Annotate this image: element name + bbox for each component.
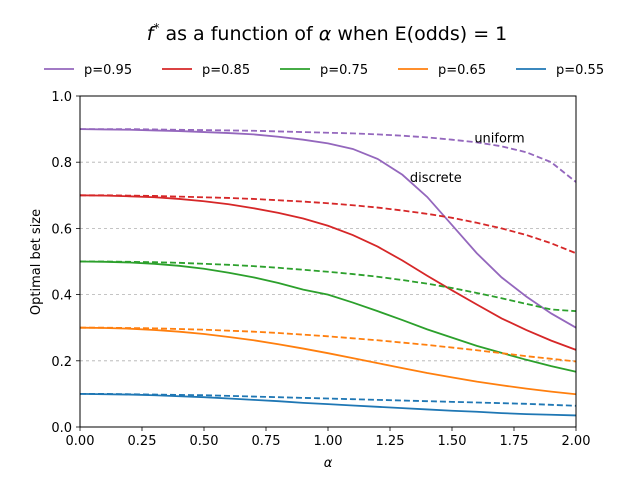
x-tick-label: 0.50 [190, 434, 219, 449]
title-f-superscript: * [153, 21, 159, 35]
series-line-discrete-p-0-65 [79, 326, 577, 396]
title-f-symbol: f [147, 23, 157, 45]
legend-item-p-0-95: p=0.95 [44, 63, 132, 78]
x-tick-label: 1.75 [500, 434, 529, 449]
y-tick-label: 0.6 [51, 222, 72, 237]
series-line-discrete-p-0-55 [79, 393, 577, 417]
annotation-discrete: discrete [410, 171, 462, 186]
x-tick-label: 1.25 [376, 434, 405, 449]
x-tick-label: 0.25 [128, 434, 157, 449]
legend-item-p-0-65: p=0.65 [398, 63, 486, 78]
series-line-uniform-p-0-85 [80, 194, 577, 255]
series-lines [79, 128, 577, 417]
y-tick-label: 0.8 [51, 156, 72, 171]
series-line-uniform-p-0-75 [80, 260, 577, 313]
series-line-discrete-p-0-75 [79, 260, 577, 373]
y-tick-label: 1.0 [51, 90, 72, 105]
title-suffix: when E(odds) = 1 [331, 23, 507, 45]
title-alpha-symbol: α [319, 23, 332, 45]
y-axis: 0.0 0.2 0.4 0.6 0.8 1.0 [51, 90, 80, 436]
legend-item-p-0-75: p=0.75 [280, 63, 368, 78]
x-tick-label: 2.00 [562, 434, 591, 449]
series-line-uniform-p-0-65 [80, 326, 577, 363]
legend-label: p=0.75 [320, 63, 368, 78]
chart-title: f* as a function of α when E(odds) = 1 [147, 21, 508, 45]
y-tick-label: 0.0 [51, 421, 72, 436]
x-axis: 0.00 0.25 0.50 0.75 1.00 1.25 1.50 1.75 2.00 [66, 427, 591, 449]
title-middle: as a function of [159, 23, 318, 45]
legend: p=0.95 p=0.85 p=0.75 p=0.65 p=0.55 [44, 63, 604, 78]
legend-label: p=0.65 [438, 63, 486, 78]
x-axis-label: α [324, 456, 333, 471]
legend-label: p=0.85 [202, 63, 250, 78]
y-tick-label: 0.4 [51, 289, 72, 304]
y-tick-label: 0.2 [51, 355, 72, 370]
x-tick-label: 1.50 [438, 434, 467, 449]
y-axis-label: Optimal bet size [29, 209, 44, 315]
x-tick-label: 0.00 [66, 434, 95, 449]
annotation-uniform: uniform [474, 131, 524, 146]
series-line-uniform-p-0-95 [80, 128, 577, 183]
x-tick-label: 0.75 [252, 434, 281, 449]
series-line-discrete-p-0-85 [79, 194, 577, 351]
x-tick-label: 1.00 [314, 434, 343, 449]
legend-item-p-0-85: p=0.85 [162, 63, 250, 78]
svg-text:f* as a function of α when E(o: f* as a function of α when E(odds) = 1 [147, 21, 508, 45]
series-line-discrete-p-0-95 [79, 128, 577, 329]
legend-label: p=0.95 [84, 63, 132, 78]
legend-item-p-0-55: p=0.55 [516, 63, 604, 78]
annotations: uniform discrete [410, 131, 525, 186]
legend-label: p=0.55 [556, 63, 604, 78]
